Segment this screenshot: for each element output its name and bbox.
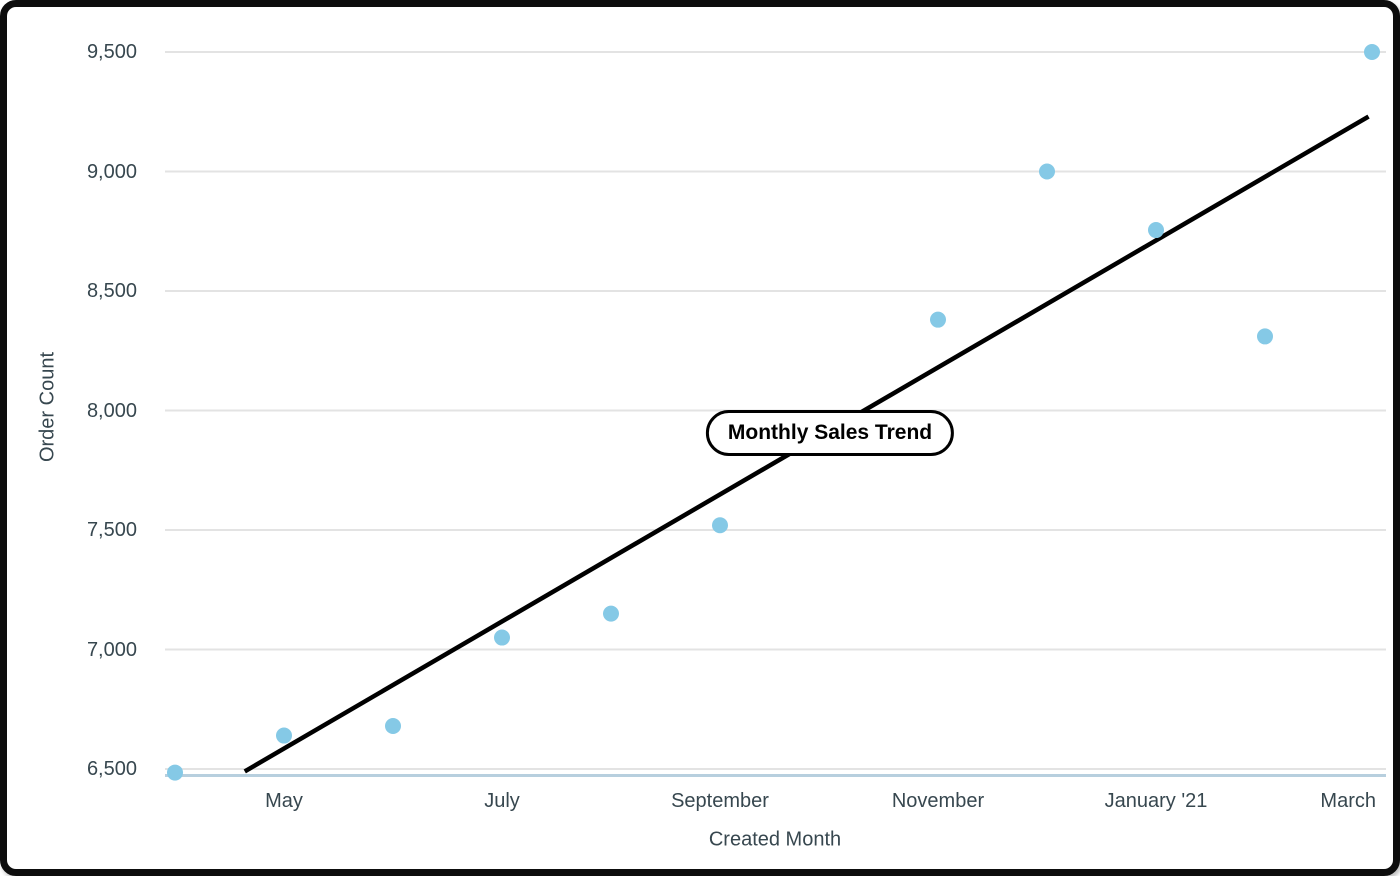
y-tick-label: 7,000 xyxy=(86,638,137,661)
data-point[interactable] xyxy=(603,605,619,622)
data-point[interactable] xyxy=(712,517,728,534)
x-tick-label: January '21 xyxy=(1104,790,1208,812)
data-point[interactable] xyxy=(1257,328,1273,345)
y-tick-label: 9,000 xyxy=(86,160,137,183)
y-axis-title: Order Count xyxy=(36,351,59,463)
data-point[interactable] xyxy=(167,764,183,781)
y-tick-label: 6,500 xyxy=(86,758,137,780)
x-tick-label: November xyxy=(891,790,985,812)
x-tick-label: July xyxy=(484,790,520,812)
y-tick-label: 8,500 xyxy=(86,280,137,302)
data-point[interactable] xyxy=(1039,163,1055,180)
x-axis-title: Created Month xyxy=(708,828,842,851)
y-tick-label: 7,500 xyxy=(86,519,137,541)
data-point[interactable] xyxy=(494,629,510,646)
data-point[interactable] xyxy=(1148,222,1164,239)
data-point[interactable] xyxy=(930,311,946,328)
data-point[interactable] xyxy=(385,717,401,734)
x-tick-label: March xyxy=(1320,790,1376,812)
y-tick-label: 8,000 xyxy=(86,399,137,422)
x-tick-label: May xyxy=(265,790,303,812)
data-point[interactable] xyxy=(276,727,292,744)
chart-title: Monthly Sales Trend xyxy=(727,421,933,444)
x-tick-label: September xyxy=(671,790,769,812)
y-tick-label: 9,500 xyxy=(86,41,137,63)
data-point[interactable] xyxy=(1364,44,1380,60)
chart-title-pill: Monthly Sales Trend xyxy=(705,410,955,456)
